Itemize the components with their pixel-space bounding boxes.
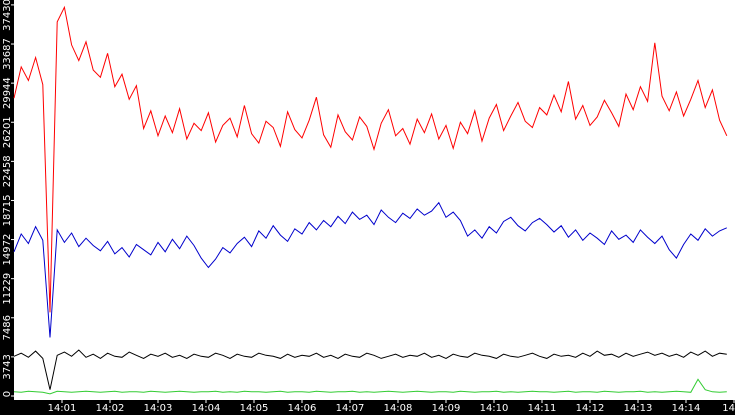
y-tick-label: 7486 xyxy=(2,315,13,340)
series-line xyxy=(13,378,727,395)
x-axis-strip xyxy=(0,400,735,415)
y-tick-label: 3743 xyxy=(2,354,13,379)
x-tick-label: 14:05 xyxy=(240,403,269,414)
series-line xyxy=(13,349,727,390)
x-tick-label: 14:09 xyxy=(432,403,461,414)
x-tick-label: 14:11 xyxy=(528,403,557,414)
x-tick-label: 14:06 xyxy=(288,403,317,414)
x-tick-label: 14:04 xyxy=(192,403,221,414)
y-tick-label: 14972 xyxy=(2,234,13,266)
y-tick-label: 37430 xyxy=(2,0,13,31)
y-tick-label: 0 xyxy=(2,391,13,397)
y-tick-label: 26201 xyxy=(2,116,13,148)
x-tick-label: 14:10 xyxy=(480,403,509,414)
y-tick-label: 29944 xyxy=(2,77,13,109)
x-tick-label: 14 xyxy=(722,403,735,414)
x-tick-label: 14:02 xyxy=(96,403,125,414)
y-tick-label: 11229 xyxy=(2,273,13,305)
x-tick-label: 14:14 xyxy=(672,403,701,414)
x-tick-label: 14:12 xyxy=(576,403,605,414)
x-tick-label: 14:03 xyxy=(144,403,173,414)
series-line xyxy=(13,5,728,313)
x-tick-label: 14:08 xyxy=(384,403,413,414)
y-tick-label: 18715 xyxy=(2,195,13,227)
y-tick-label: 22458 xyxy=(2,155,13,187)
x-tick-label: 14:13 xyxy=(624,403,653,414)
x-tick-label: 14:07 xyxy=(336,403,365,414)
x-tick-label: 14:01 xyxy=(48,403,77,414)
y-tick-label: 33687 xyxy=(2,38,13,70)
series-line xyxy=(13,201,727,338)
y-axis-strip xyxy=(0,0,14,415)
